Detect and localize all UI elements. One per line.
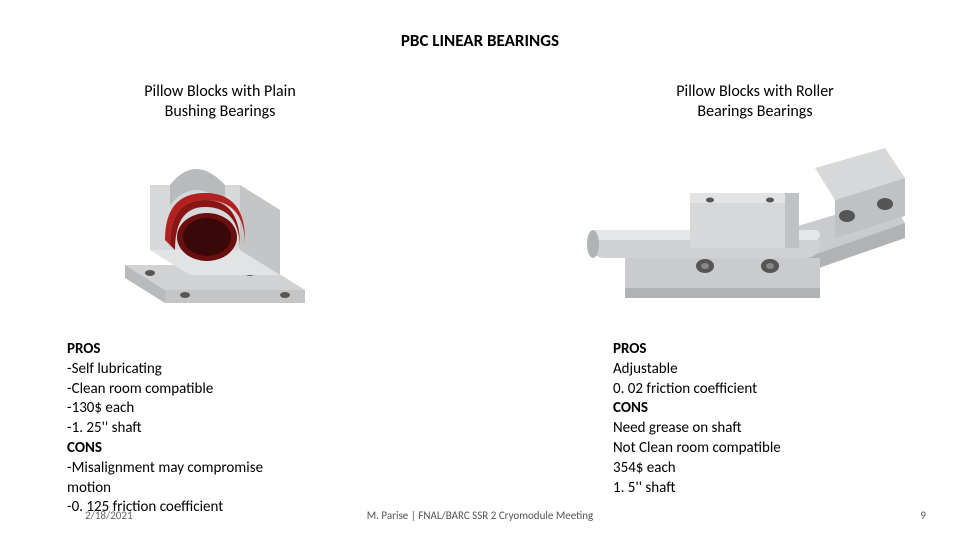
right-cons-label: CONS [613,399,893,419]
left-pro-2: -Clean room compatible [67,380,367,400]
left-pros-cons: PROS -Self lubricating -Clean room compa… [67,340,367,518]
right-pro-2: 0. 02 friction coefficient [613,380,893,400]
plain-bushing-image [115,145,315,310]
left-con-2: motion [67,479,367,499]
right-column-heading: Pillow Blocks with Roller Bearings Beari… [625,82,885,122]
slide-title: PBC LINEAR BEARINGS [0,30,960,51]
right-con-4: 1. 5'' shaft [613,479,893,499]
left-con-1: -Misalignment may compromise [67,459,367,479]
left-heading-line1: Pillow Blocks with Plain [90,82,350,102]
left-pros-label: PROS [67,340,367,360]
left-heading-line2: Bushing Bearings [90,102,350,122]
right-con-3: 354$ each [613,459,893,479]
right-pros-label: PROS [613,340,893,360]
left-pro-3: -130$ each [67,399,367,419]
roller-bearing-image [585,138,905,313]
right-con-2: Not Clean room compatible [613,439,893,459]
slide: PBC LINEAR BEARINGS Pillow Blocks with P… [0,0,960,540]
page-number: 9 [920,509,926,522]
right-pros-cons: PROS Adjustable 0. 02 friction coefficie… [613,340,893,498]
footer-center: M. Parise | FNAL/BARC SSR 2 Cryomodule M… [0,509,960,522]
right-heading-line2: Bearings Bearings [625,102,885,122]
left-column-heading: Pillow Blocks with Plain Bushing Bearing… [90,82,350,122]
right-heading-line1: Pillow Blocks with Roller [625,82,885,102]
right-pro-1: Adjustable [613,360,893,380]
left-pro-4: -1. 25'' shaft [67,419,367,439]
left-pro-1: -Self lubricating [67,360,367,380]
left-cons-label: CONS [67,439,367,459]
right-con-1: Need grease on shaft [613,419,893,439]
